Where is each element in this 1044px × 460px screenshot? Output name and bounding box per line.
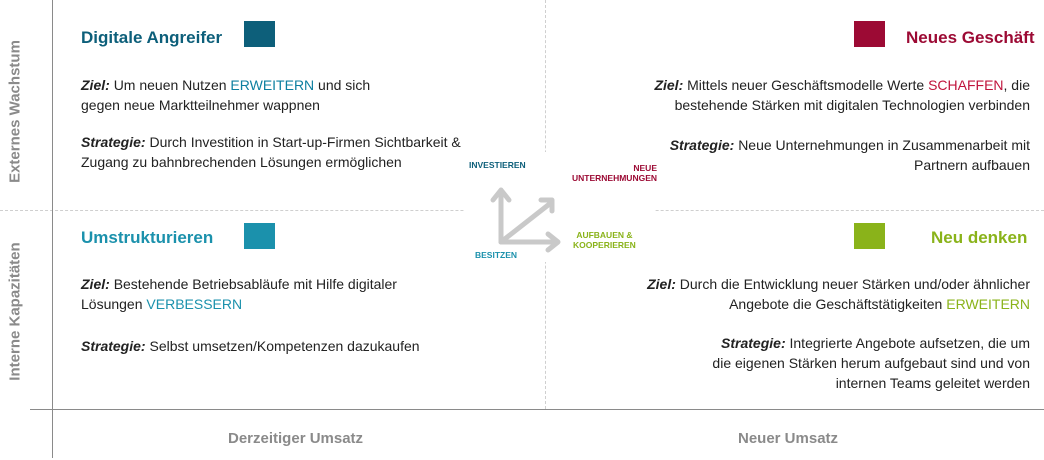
quadrant-strategy-top-left: Strategie: Durch Investition in Start-up… xyxy=(81,134,461,170)
quadrant-strategy-bottom-left: Strategie: Selbst umsetzen/Kompetenzen d… xyxy=(81,338,420,354)
quadrant-goal-bottom-left: Ziel: Bestehende Betriebsabläufe mit Hil… xyxy=(81,276,397,312)
quadrant-goal-top-left: Ziel: Um neuen Nutzen ERWEITERN und sich… xyxy=(81,77,371,113)
arrow-diagonal-neue-unternehmungen xyxy=(498,199,555,245)
center-mask xyxy=(465,152,655,262)
y-axis-label-bottom: Interne Kapazitäten xyxy=(6,242,24,381)
quadrant-goal-bottom-right: Ziel: Durch die Entwicklung neuer Stärke… xyxy=(647,276,1030,312)
x-axis-label-right: Neuer Umsatz xyxy=(738,430,839,447)
x-axis-line xyxy=(30,409,1044,410)
quadrant-goal-top-right: Ziel: Mittels neuer Geschäftsmodelle Wer… xyxy=(654,77,1030,113)
label-aufbauen-kooperieren: AUFBAUEN & KOOPERIEREN xyxy=(573,230,636,250)
label-neue-unternehmungen: NEUE UNTERNEHMUNGEN xyxy=(572,163,657,183)
label-besitzen: BESITZEN xyxy=(475,250,518,260)
quadrant-strategy-bottom-right: Strategie: Integrierte Angebote aufsetze… xyxy=(712,335,1030,391)
y-axis-label-top: Externes Wachstum xyxy=(6,40,24,183)
quadrant-color-square-green xyxy=(854,223,885,249)
quadrant-color-square-teal-light xyxy=(244,223,275,249)
label-investieren: INVESTIEREN xyxy=(469,160,526,170)
center-arrows-graphic xyxy=(490,187,561,253)
y-axis-line xyxy=(52,0,53,458)
quadrant-title-digitale-angreifer: Digitale Angreifer xyxy=(81,28,223,47)
quadrant-color-square-red xyxy=(854,21,885,47)
x-axis-label-left: Derzeitiger Umsatz xyxy=(228,430,364,447)
quadrant-color-square-teal-dark xyxy=(244,21,275,47)
quadrant-title-umstrukturieren: Umstrukturieren xyxy=(81,228,214,247)
quadrant-strategy-top-right: Strategie: Neue Unternehmungen in Zusamm… xyxy=(669,137,1030,173)
quadrant-title-neu-denken: Neu denken xyxy=(931,228,1028,247)
quadrant-title-neues-geschaeft: Neues Geschäft xyxy=(906,28,1035,47)
